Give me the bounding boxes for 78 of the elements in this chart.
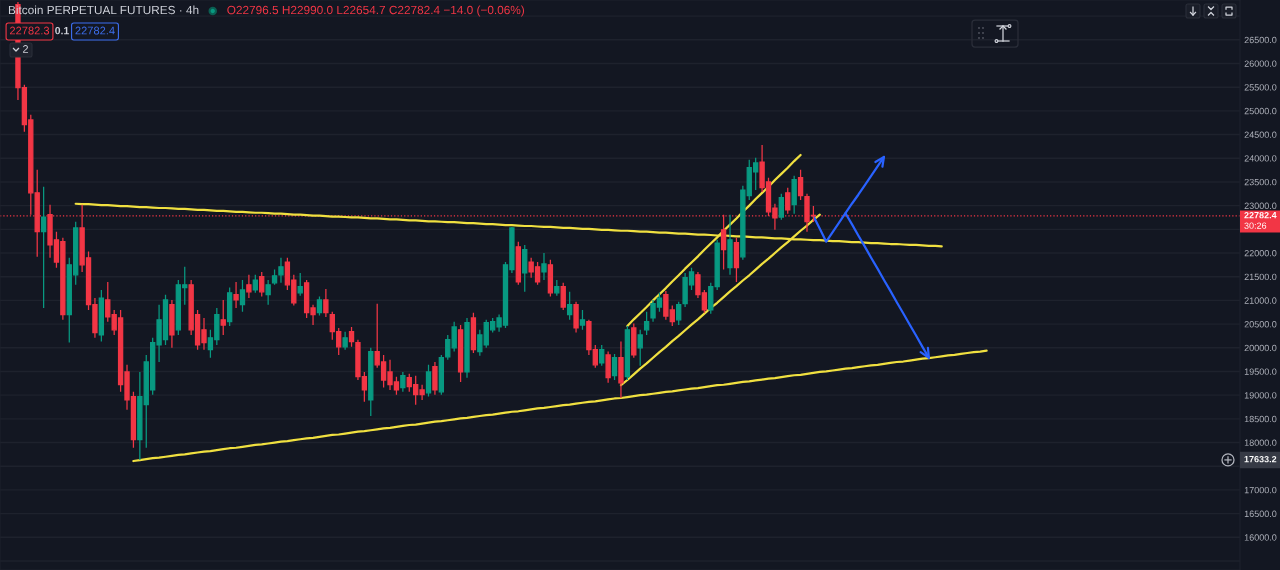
candlestick bbox=[676, 301, 682, 326]
candlestick bbox=[457, 324, 464, 383]
candlestick bbox=[425, 364, 432, 398]
candlestick bbox=[226, 286, 233, 327]
y-tick-label: 16000.0 bbox=[1244, 534, 1277, 541]
y-tick-label: 23500.0 bbox=[1244, 178, 1277, 186]
candlestick bbox=[239, 279, 246, 313]
annotation: 22782.3 bbox=[9, 26, 50, 35]
y-tick-label: 19500.0 bbox=[1244, 368, 1277, 375]
candlestick bbox=[400, 371, 406, 393]
candlestick bbox=[169, 299, 175, 349]
candlestick bbox=[348, 326, 355, 348]
candlestick bbox=[252, 274, 258, 294]
candlestick bbox=[573, 301, 579, 334]
y-tick-label: 20500.0 bbox=[1244, 321, 1277, 328]
y-tick-label: 23000.0 bbox=[1244, 202, 1277, 209]
candlestick bbox=[618, 340, 624, 399]
candlestick bbox=[342, 331, 348, 351]
ref-line-label: 22782.4 bbox=[1244, 211, 1277, 219]
candlestick bbox=[566, 291, 573, 321]
annotation: 22782.4 bbox=[75, 26, 115, 35]
candlestick bbox=[271, 268, 278, 286]
candlestick bbox=[432, 361, 438, 396]
candlestick bbox=[611, 353, 618, 381]
candlestick bbox=[791, 175, 797, 215]
y-tick-label: 16500.0 bbox=[1244, 510, 1277, 517]
candlestick bbox=[637, 329, 643, 367]
y-tick-label: 26000.0 bbox=[1244, 60, 1277, 67]
annotation: 2 bbox=[22, 45, 29, 53]
candlestick bbox=[259, 271, 265, 298]
y-tick-label: 20000.0 bbox=[1244, 344, 1277, 352]
text: 30:26 bbox=[1244, 222, 1267, 229]
candlestick bbox=[246, 274, 252, 299]
y-tick-label: 26500.0 bbox=[1244, 36, 1277, 44]
candlestick bbox=[323, 288, 329, 318]
candlestick bbox=[438, 354, 445, 396]
candlestick bbox=[733, 237, 740, 283]
candlestick bbox=[643, 311, 650, 336]
candlestick bbox=[560, 282, 566, 311]
candlestick bbox=[624, 325, 631, 381]
candlestick bbox=[297, 272, 303, 297]
candlestick bbox=[40, 186, 47, 309]
candlestick bbox=[265, 279, 271, 306]
candlestick bbox=[368, 347, 374, 417]
candlestick bbox=[599, 344, 605, 367]
candlestick bbox=[220, 299, 226, 336]
candlestick bbox=[515, 241, 522, 286]
y-tick-label: 25000.0 bbox=[1244, 107, 1277, 115]
y-tick-label: 24500.0 bbox=[1244, 131, 1277, 138]
candlestick bbox=[233, 281, 239, 309]
annotation: O22796.5 H22990.0 L22654.7 C22782.4 −14.0 (−0.06%) bbox=[227, 5, 525, 17]
candlestick bbox=[522, 244, 528, 293]
y-tick-label: 21500.0 bbox=[1244, 273, 1277, 281]
candlestick bbox=[631, 322, 637, 359]
y-tick-label: 19000.0 bbox=[1244, 392, 1277, 399]
candlestick bbox=[579, 309, 586, 331]
candlestick bbox=[797, 169, 804, 201]
candlestick bbox=[470, 312, 477, 354]
y-tick-label: 25500.0 bbox=[1244, 84, 1277, 91]
candlestick bbox=[278, 257, 284, 284]
y-tick-label: 21000.0 bbox=[1244, 297, 1277, 304]
annotation: 0.1 bbox=[55, 26, 69, 35]
y-tick-label: 24000.0 bbox=[1244, 155, 1277, 162]
candlestick bbox=[554, 279, 560, 297]
candlestick bbox=[541, 252, 547, 281]
annotation: 17633.2 bbox=[1244, 455, 1277, 463]
candlestick bbox=[605, 350, 611, 384]
y-tick-label: 22000.0 bbox=[1244, 249, 1277, 257]
candlestick bbox=[547, 259, 554, 298]
candlestick bbox=[778, 193, 785, 221]
y-tick-label: 18000.0 bbox=[1244, 439, 1277, 446]
candlestick bbox=[464, 317, 470, 379]
y-tick-label: 18500.0 bbox=[1244, 415, 1277, 423]
y-tick-label: 17000.0 bbox=[1244, 486, 1277, 494]
line-series bbox=[132, 349, 988, 463]
candlestick bbox=[316, 295, 323, 317]
candlestick bbox=[98, 289, 105, 343]
candlestick bbox=[727, 214, 733, 276]
